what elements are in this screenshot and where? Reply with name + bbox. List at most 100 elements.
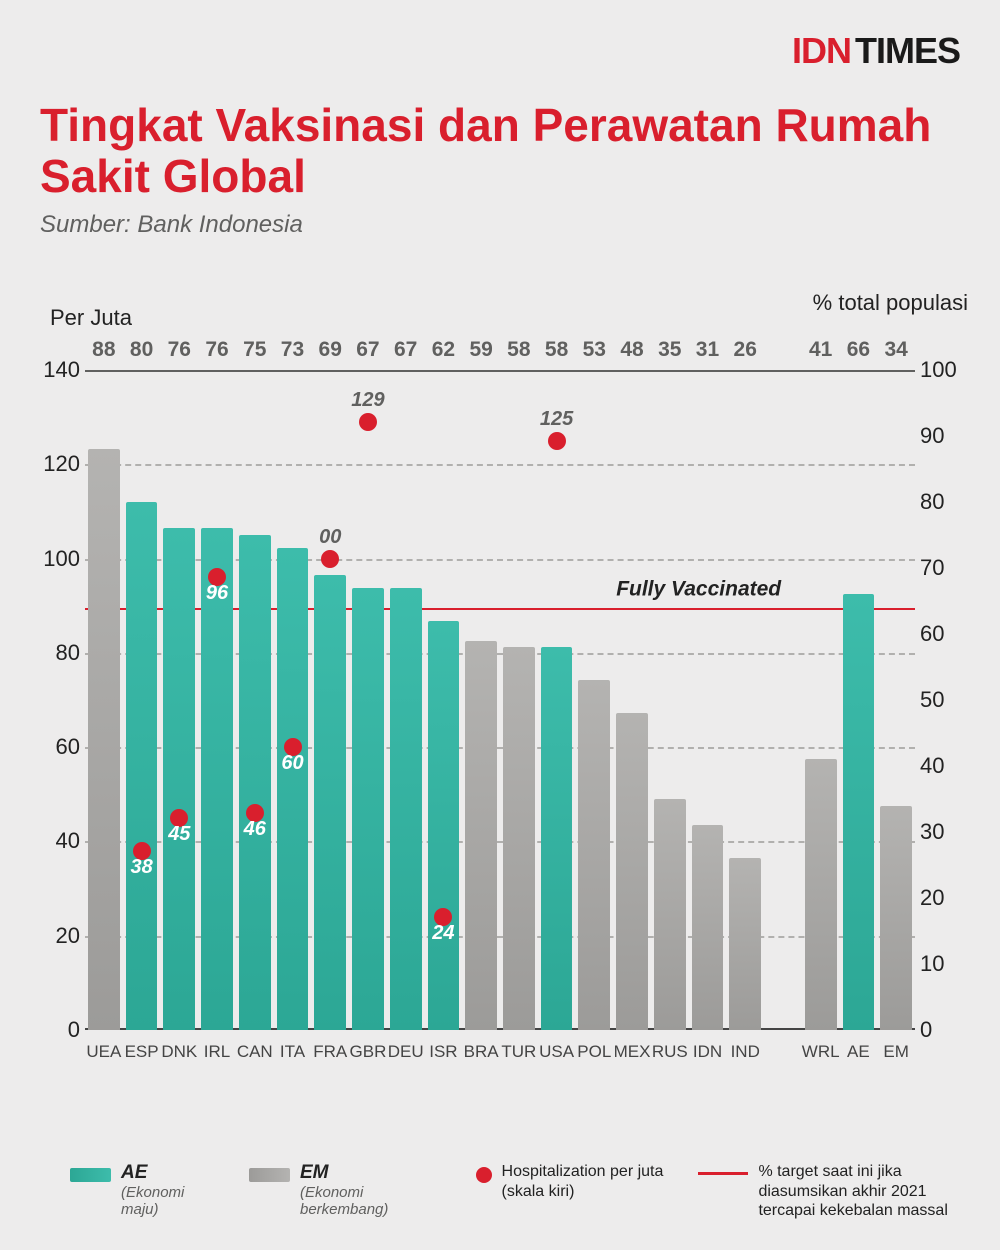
bar-slot: 58TUR bbox=[503, 370, 535, 1030]
bar-slot: 35RUS bbox=[654, 370, 686, 1030]
legend: AE (Ekonomi maju) EM (Ekonomi berkembang… bbox=[70, 1162, 970, 1220]
bar-value-label: 75 bbox=[239, 338, 271, 531]
bar-pol bbox=[578, 680, 610, 1030]
bar-idn bbox=[692, 825, 724, 1030]
y-right-tick: 60 bbox=[920, 621, 965, 647]
bar-value-label: 76 bbox=[201, 338, 233, 524]
legend-line-text: % target saat ini jika diasumsikan akhir… bbox=[758, 1162, 970, 1220]
bar-isr bbox=[428, 621, 460, 1030]
bar-value-label: 88 bbox=[88, 338, 120, 445]
bar-value-label: 76 bbox=[163, 338, 195, 524]
plot-region: 0204060801001201400102030405060708090100… bbox=[85, 370, 915, 1030]
bar-dnk bbox=[163, 528, 195, 1030]
bar-fra bbox=[314, 575, 346, 1030]
brand-logo: IDNTIMES bbox=[792, 30, 960, 72]
hospitalization-dot-label: 125 bbox=[540, 408, 573, 431]
bar-gbr bbox=[352, 588, 384, 1030]
bar-value-label: 41 bbox=[805, 338, 837, 755]
legend-ae-sub: (Ekonomi maju) bbox=[121, 1184, 219, 1218]
y-left-tick: 120 bbox=[30, 451, 80, 477]
bar-can bbox=[239, 535, 271, 1030]
y-right-tick: 0 bbox=[920, 1017, 965, 1043]
bar-slot: 75CAN bbox=[239, 370, 271, 1030]
bar-slot: 88UEA bbox=[88, 370, 120, 1030]
bar-slot: 31IDN bbox=[692, 370, 724, 1030]
bar-slot: 34EM bbox=[880, 370, 912, 1030]
y-right-tick: 50 bbox=[920, 687, 965, 713]
y-left-axis-label: Per Juta bbox=[50, 305, 132, 331]
bar-ind bbox=[729, 858, 761, 1030]
legend-dot: Hospitalization per juta (skala kiri) bbox=[476, 1162, 669, 1200]
legend-ae: AE (Ekonomi maju) bbox=[70, 1162, 219, 1218]
bar-deu bbox=[390, 588, 422, 1030]
bar-value-label: 67 bbox=[352, 338, 384, 584]
bar-slot: 53POL bbox=[578, 370, 610, 1030]
bars-layer: 88UEA80ESP3876DNK4576IRL9675CAN4673ITA60… bbox=[85, 370, 915, 1030]
y-left-tick: 0 bbox=[30, 1017, 80, 1043]
bar-value-label: 26 bbox=[729, 338, 761, 854]
hospitalization-dot-label: 00 bbox=[319, 526, 341, 549]
bar-slot: 67GBR bbox=[352, 370, 384, 1030]
bar-mex bbox=[616, 713, 648, 1030]
chart-area: 0204060801001201400102030405060708090100… bbox=[85, 370, 955, 1070]
x-tick-label: EM bbox=[874, 1042, 918, 1062]
source-line: Sumber: Bank Indonesia bbox=[40, 211, 960, 239]
bar-slot: 58USA bbox=[541, 370, 573, 1030]
hospitalization-dot bbox=[321, 550, 339, 568]
logo-times: TIMES bbox=[855, 30, 960, 71]
legend-ae-title: AE bbox=[121, 1162, 219, 1184]
legend-dot-icon bbox=[476, 1167, 492, 1183]
bar-slot: 67DEU bbox=[390, 370, 422, 1030]
y-left-tick: 100 bbox=[30, 546, 80, 572]
bar-slot: 76IRL bbox=[201, 370, 233, 1030]
hospitalization-dot bbox=[359, 413, 377, 431]
legend-dot-text: Hospitalization per juta (skala kiri) bbox=[502, 1162, 669, 1200]
bar-slot: 59BRA bbox=[465, 370, 497, 1030]
bar-slot: 76DNK bbox=[163, 370, 195, 1030]
legend-line-icon bbox=[698, 1172, 748, 1175]
bar-value-label: 58 bbox=[541, 338, 573, 643]
hospitalization-dot-label: 96 bbox=[206, 582, 228, 605]
bar-value-label: 34 bbox=[880, 338, 912, 802]
bar-value-label: 35 bbox=[654, 338, 686, 795]
hospitalization-dot-label: 38 bbox=[130, 856, 152, 879]
legend-target-line: % target saat ini jika diasumsikan akhir… bbox=[698, 1162, 970, 1220]
y-right-tick: 70 bbox=[920, 555, 965, 581]
bar-value-label: 31 bbox=[692, 338, 724, 821]
hospitalization-dot-label: 46 bbox=[244, 818, 266, 841]
bar-value-label: 62 bbox=[428, 338, 460, 617]
hospitalization-dot-label: 129 bbox=[351, 389, 384, 412]
bar-ae bbox=[843, 594, 875, 1030]
bar-value-label: 48 bbox=[616, 338, 648, 709]
bar-esp bbox=[126, 502, 158, 1030]
legend-em: EM (Ekonomi berkembang) bbox=[249, 1162, 446, 1218]
bar-value-label: 80 bbox=[126, 338, 158, 498]
y-right-tick: 30 bbox=[920, 819, 965, 845]
page-title: Tingkat Vaksinasi dan Perawatan Rumah Sa… bbox=[40, 100, 960, 201]
bar-wrl bbox=[805, 759, 837, 1030]
infographic-page: IDNTIMES Tingkat Vaksinasi dan Perawatan… bbox=[0, 0, 1000, 1250]
bar-rus bbox=[654, 799, 686, 1030]
bar-slot: 48MEX bbox=[616, 370, 648, 1030]
x-tick-label: IND bbox=[723, 1042, 767, 1062]
legend-em-text: EM (Ekonomi berkembang) bbox=[300, 1162, 446, 1218]
y-right-tick: 20 bbox=[920, 885, 965, 911]
y-right-tick: 80 bbox=[920, 489, 965, 515]
hospitalization-dot-label: 24 bbox=[432, 922, 454, 945]
title-block: Tingkat Vaksinasi dan Perawatan Rumah Sa… bbox=[40, 100, 960, 239]
hospitalization-dot-label: 60 bbox=[281, 752, 303, 775]
bar-value-label: 66 bbox=[843, 338, 875, 590]
legend-swatch-em bbox=[249, 1168, 290, 1182]
y-left-tick: 40 bbox=[30, 828, 80, 854]
legend-em-title: EM bbox=[300, 1162, 446, 1184]
logo-idn: IDN bbox=[792, 30, 851, 71]
bar-value-label: 59 bbox=[465, 338, 497, 637]
bar-slot: 73ITA bbox=[277, 370, 309, 1030]
bar-slot: 69FRA bbox=[314, 370, 346, 1030]
y-right-tick: 100 bbox=[920, 357, 965, 383]
bar-slot: 26IND bbox=[729, 370, 761, 1030]
bar-slot: 80ESP bbox=[126, 370, 158, 1030]
bar-value-label: 67 bbox=[390, 338, 422, 584]
bar-slot: 41WRL bbox=[805, 370, 837, 1030]
bar-value-label: 73 bbox=[277, 338, 309, 544]
